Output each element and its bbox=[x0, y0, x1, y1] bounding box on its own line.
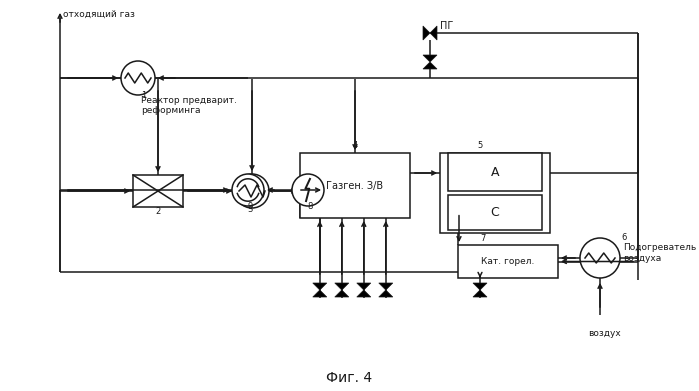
Circle shape bbox=[292, 174, 324, 206]
Bar bbox=[300, 153, 410, 218]
Bar bbox=[448, 196, 542, 230]
Text: Газген. З/В: Газген. З/В bbox=[326, 181, 384, 190]
Polygon shape bbox=[379, 290, 393, 297]
Text: ПГ: ПГ bbox=[440, 21, 454, 31]
Circle shape bbox=[121, 61, 155, 95]
Bar bbox=[440, 153, 550, 233]
Text: Подогреватель
воздуха: Подогреватель воздуха bbox=[623, 243, 696, 263]
Polygon shape bbox=[335, 283, 349, 290]
Bar bbox=[448, 153, 542, 192]
Text: Кат. горел.: Кат. горел. bbox=[482, 257, 535, 266]
Text: С: С bbox=[491, 206, 499, 219]
Text: воздух: воздух bbox=[588, 329, 621, 338]
Text: 6: 6 bbox=[621, 233, 626, 242]
Text: отходящий газ: отходящий газ bbox=[63, 10, 135, 19]
Text: 5: 5 bbox=[477, 141, 482, 150]
Polygon shape bbox=[312, 283, 327, 290]
Text: А: А bbox=[491, 166, 499, 179]
Polygon shape bbox=[379, 283, 393, 290]
Circle shape bbox=[580, 238, 620, 278]
Text: 8: 8 bbox=[308, 202, 312, 211]
Polygon shape bbox=[473, 283, 487, 290]
Text: Фиг. 4: Фиг. 4 bbox=[326, 371, 373, 385]
Circle shape bbox=[232, 174, 264, 206]
Polygon shape bbox=[423, 26, 430, 40]
Polygon shape bbox=[430, 26, 437, 40]
Polygon shape bbox=[356, 283, 370, 290]
Text: 1: 1 bbox=[141, 91, 146, 100]
Text: 3: 3 bbox=[247, 205, 252, 214]
Text: Реактор предварит.
реформинга: Реактор предварит. реформинга bbox=[141, 96, 237, 115]
Polygon shape bbox=[423, 62, 437, 69]
Polygon shape bbox=[335, 290, 349, 297]
Polygon shape bbox=[473, 290, 487, 297]
Polygon shape bbox=[312, 290, 327, 297]
Bar bbox=[458, 245, 558, 278]
Polygon shape bbox=[423, 55, 437, 62]
Text: 9: 9 bbox=[247, 202, 252, 211]
Text: 2: 2 bbox=[155, 207, 161, 216]
Text: 7: 7 bbox=[480, 234, 486, 243]
Polygon shape bbox=[356, 290, 370, 297]
Circle shape bbox=[235, 174, 269, 208]
Text: 4: 4 bbox=[352, 141, 358, 150]
Bar bbox=[133, 175, 183, 207]
